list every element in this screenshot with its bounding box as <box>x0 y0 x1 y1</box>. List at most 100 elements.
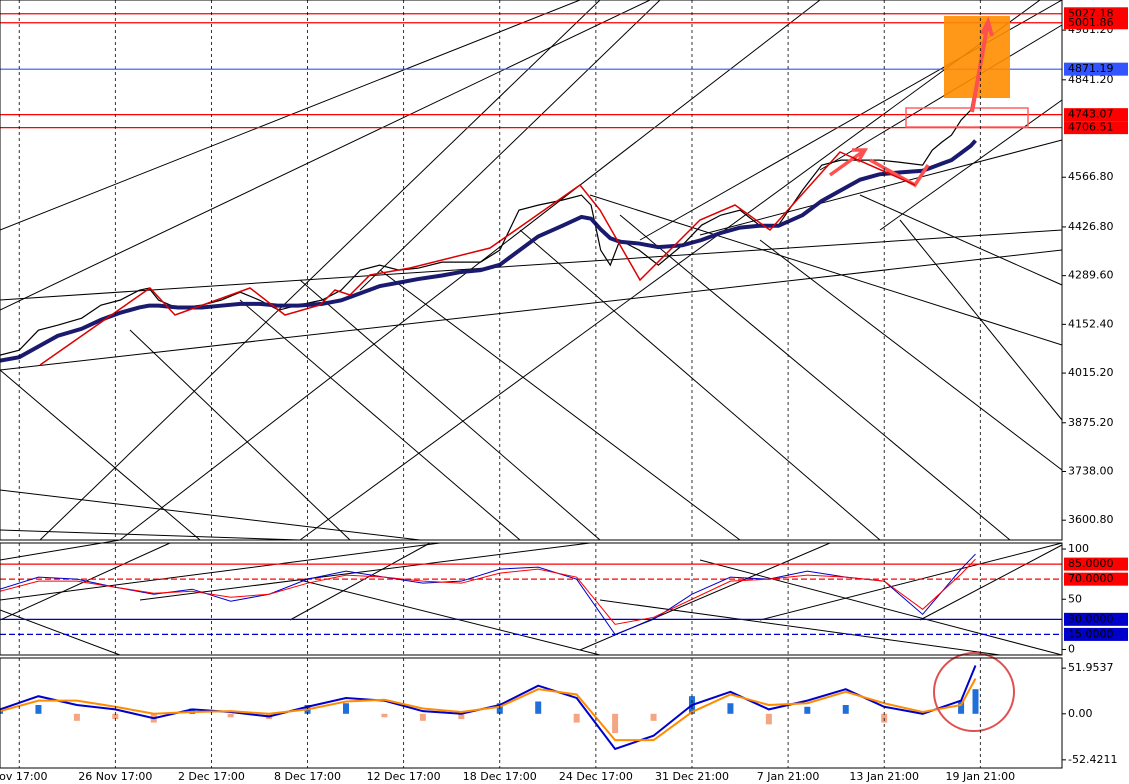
trend-line <box>289 542 431 621</box>
histogram-bar <box>73 713 80 721</box>
histogram-bar <box>419 713 426 721</box>
histogram-bar <box>958 700 965 714</box>
level-tag <box>1064 557 1128 571</box>
y-tick-label: 51.9537 <box>1068 661 1114 674</box>
trend-line <box>139 542 591 601</box>
level-tag <box>1064 121 1128 135</box>
drawing-objects <box>0 0 1063 656</box>
histogram-bar <box>35 705 42 714</box>
x-tick-label: Nov 17:00 <box>0 770 48 783</box>
trend-line <box>699 559 1063 656</box>
trend-line <box>299 279 601 541</box>
histogram-bar <box>0 710 3 714</box>
level-tag <box>1064 612 1128 626</box>
x-tick-label: 18 Dec 17:00 <box>463 770 537 783</box>
zone-box <box>905 107 1029 128</box>
level-tag <box>1064 16 1128 30</box>
y-tick-label: 3738.00 <box>1068 464 1114 477</box>
histogram-bar <box>842 705 849 714</box>
trend-line <box>899 219 1063 421</box>
series-line <box>0 665 977 751</box>
y-tick-label: 50 <box>1068 592 1082 605</box>
x-tick-label: 24 Dec 17:00 <box>559 770 633 783</box>
highlight-circle <box>933 652 1015 732</box>
histogram-bar <box>227 713 234 718</box>
zigzag <box>39 151 916 366</box>
y-tick-label: 4426.80 <box>1068 220 1114 233</box>
trend-line <box>589 194 1063 346</box>
series-line <box>0 139 977 363</box>
x-tick-label: 2 Dec 17:00 <box>178 770 245 783</box>
x-tick-label: 12 Dec 17:00 <box>367 770 441 783</box>
annotations <box>39 16 1029 732</box>
trend-line <box>0 529 301 541</box>
histogram-bar <box>112 713 119 720</box>
y-tick-label: 100 <box>1068 542 1089 555</box>
level-tag <box>1064 627 1128 641</box>
level-label: 5001.86 <box>1068 16 1114 29</box>
level-label: 85.0000 <box>1068 557 1114 570</box>
x-tick-label: 8 Dec 17:00 <box>274 770 341 783</box>
level-label: 15.0000 <box>1068 627 1114 640</box>
trend-line <box>699 139 1063 236</box>
trend-line <box>0 369 201 541</box>
level-tag <box>1064 62 1128 76</box>
trend-line <box>0 0 651 311</box>
level-label: 4871.19 <box>1068 62 1114 75</box>
panel-frame <box>0 657 1063 769</box>
histogram-bar <box>612 713 619 734</box>
y-tick-label: 4015.20 <box>1068 366 1114 379</box>
level-label: 70.0000 <box>1068 572 1114 585</box>
x-tick-label: 31 Dec 21:00 <box>655 770 729 783</box>
level-tag <box>1064 572 1128 586</box>
histogram-bar <box>342 703 349 714</box>
y-tick-label: 4841.20 <box>1068 73 1114 86</box>
histogram-bar <box>765 713 772 725</box>
histogram-bar <box>381 713 388 718</box>
histogram-bar <box>458 713 465 720</box>
histogram-bar <box>573 713 580 723</box>
y-tick-label: 4566.80 <box>1068 170 1114 183</box>
x-tick-label: 26 Nov 17:00 <box>78 770 152 783</box>
trend-line <box>0 229 1063 301</box>
histogram-bar <box>804 706 811 714</box>
histogram-bar <box>972 689 979 714</box>
trend-line <box>299 579 601 656</box>
y-tick-label: 3875.20 <box>1068 416 1114 429</box>
trend-line <box>299 0 1041 541</box>
y-tick-label: -52.4211 <box>1068 753 1117 766</box>
trend-line <box>819 24 1063 171</box>
x-tick-label: 19 Jan 21:00 <box>945 770 1015 783</box>
trend-line <box>379 269 741 541</box>
trend-line <box>879 99 1063 231</box>
trend-line <box>359 0 661 291</box>
y-tick-label: 3600.80 <box>1068 513 1114 526</box>
trend-line <box>0 542 171 621</box>
histogram-bar <box>727 703 734 714</box>
level-label: 30.0000 <box>1068 612 1114 625</box>
panel-frame <box>0 0 1063 541</box>
level-tag <box>1064 108 1128 122</box>
trend-line <box>0 609 121 656</box>
y-tick-label: 0.00 <box>1068 707 1093 720</box>
trend-line <box>599 599 1001 656</box>
histogram-bar <box>535 701 542 714</box>
trend-line <box>39 0 601 541</box>
trend-line <box>919 544 1063 621</box>
trend-line <box>619 214 1011 541</box>
x-tick-label: 7 Jan 21:00 <box>757 770 820 783</box>
y-tick-label: 4289.60 <box>1068 269 1114 282</box>
y-tick-label: 4152.40 <box>1068 317 1114 330</box>
level-label: 4706.51 <box>1068 121 1114 134</box>
trend-line <box>519 229 881 541</box>
level-label: 4743.07 <box>1068 108 1114 121</box>
trend-line <box>759 542 1063 621</box>
trend-line <box>0 249 1063 371</box>
trend-line <box>129 329 351 541</box>
histogram-bar <box>650 713 657 721</box>
trend-line <box>0 489 421 541</box>
trend-line <box>239 299 521 541</box>
